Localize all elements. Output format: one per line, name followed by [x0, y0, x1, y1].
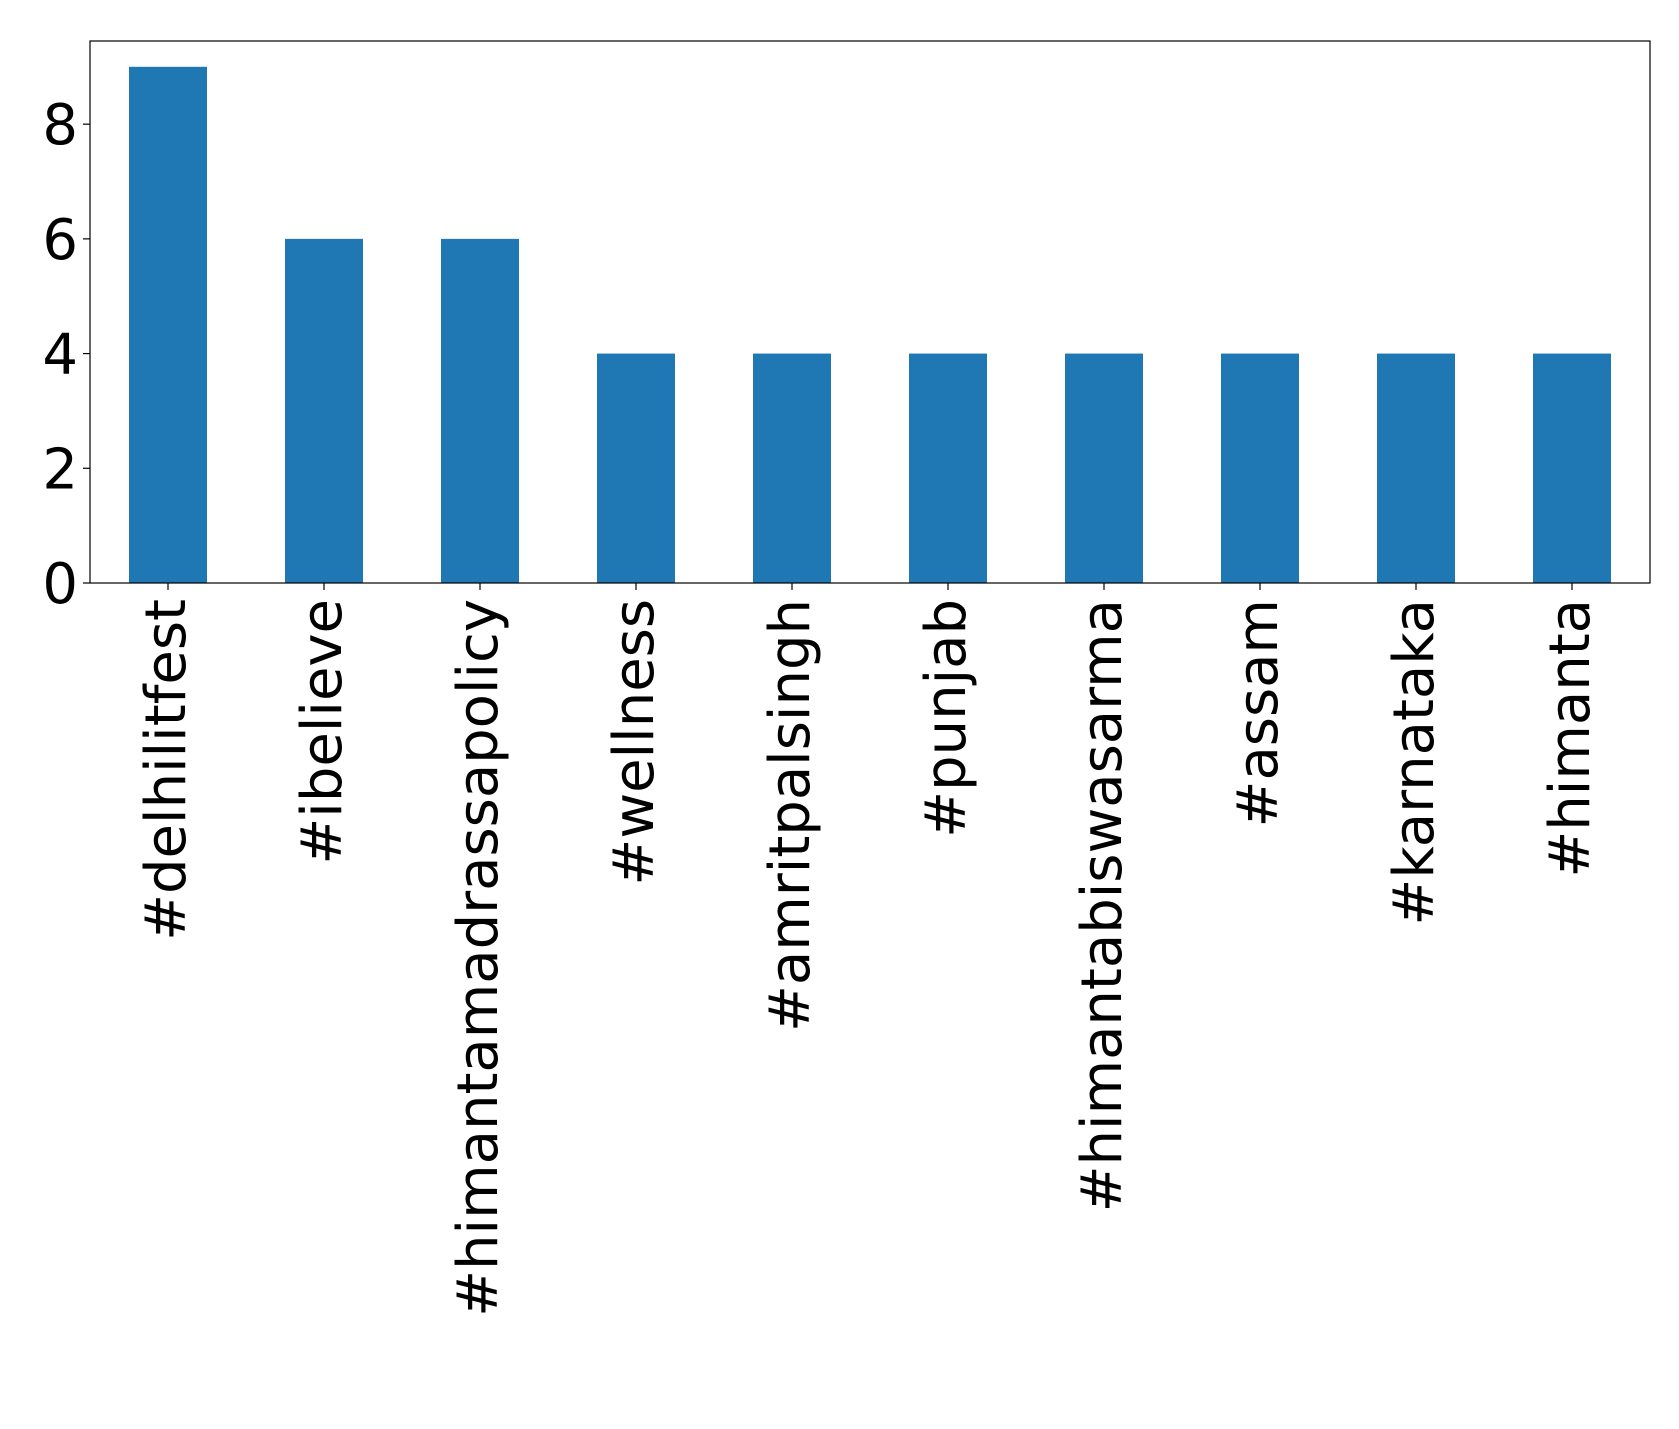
x-tick-label: #himanta — [1538, 599, 1603, 878]
x-tick-label: #assam — [1226, 599, 1291, 827]
x-tick-label: #himantabiswasarma — [1070, 599, 1135, 1212]
bar — [597, 353, 675, 583]
x-tick-label: #himantamadrassapolicy — [446, 599, 511, 1317]
x-tick-label: #punjab — [914, 599, 979, 838]
y-tick-label: 8 — [42, 93, 78, 158]
bar — [1065, 353, 1143, 583]
y-tick-label: 0 — [42, 552, 78, 617]
x-tick-label: #delhilitfest — [134, 599, 199, 941]
bar — [285, 238, 363, 583]
bar — [1377, 353, 1455, 583]
bar — [129, 66, 207, 583]
bar — [1533, 353, 1611, 583]
bar — [1221, 353, 1299, 583]
x-tick-label: #wellness — [602, 599, 667, 886]
y-axis: 0 2 4 6 8 — [42, 93, 90, 617]
y-tick-label: 2 — [42, 437, 78, 502]
bar — [753, 353, 831, 583]
x-axis: #delhilitfest #ibelieve #himantamadrassapo… — [134, 583, 1603, 1317]
x-tick-label: #ibelieve — [290, 599, 355, 865]
x-tick-label: #karnataka — [1382, 599, 1447, 926]
bar-group — [129, 66, 1611, 583]
y-tick-label: 6 — [42, 208, 78, 273]
bar — [441, 238, 519, 583]
bar — [909, 353, 987, 583]
y-tick-label: 4 — [42, 323, 78, 388]
x-tick-label: #amritpalsingh — [758, 599, 823, 1032]
plot-frame — [89, 40, 1651, 584]
